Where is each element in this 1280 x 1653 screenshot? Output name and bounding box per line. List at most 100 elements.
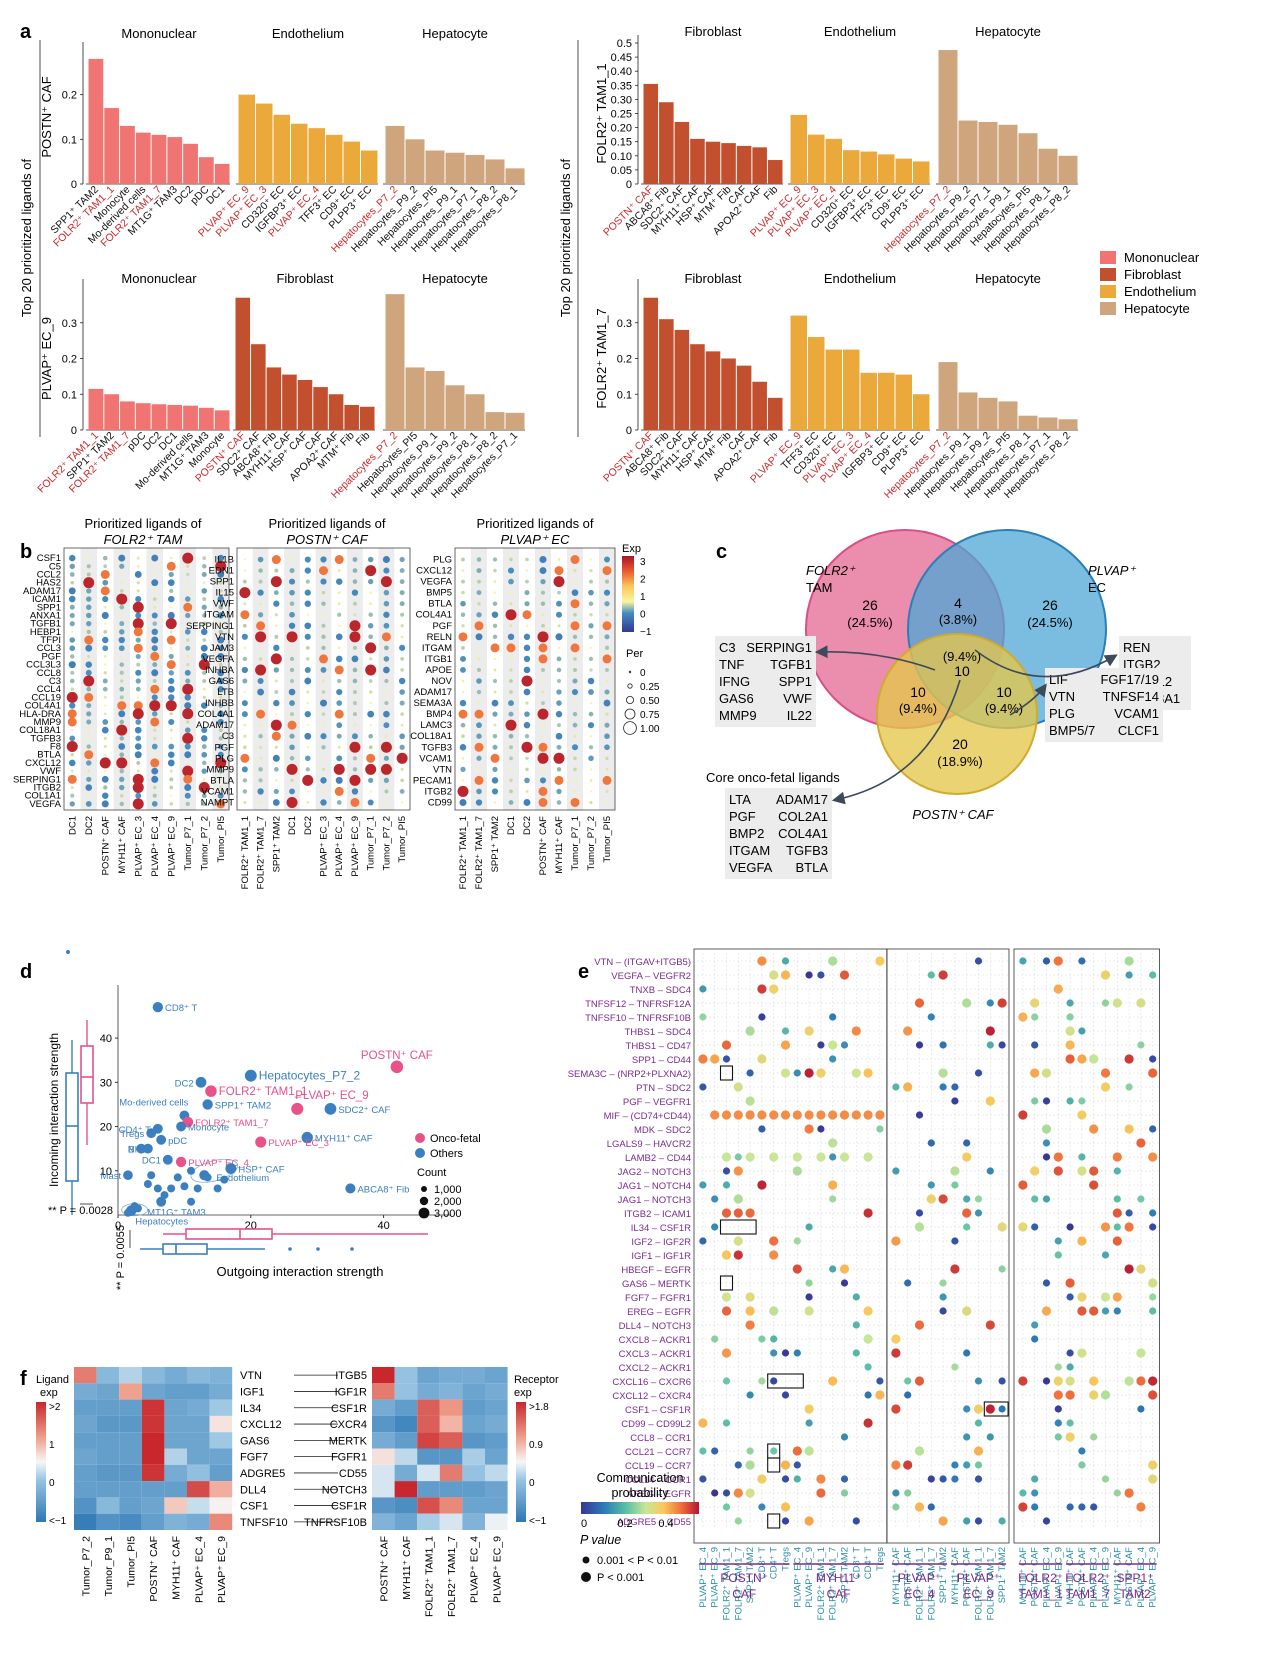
row-label: ADAM17 [23,586,61,597]
dot [365,642,377,654]
dot [509,679,513,683]
row-label: NOV [431,676,452,687]
bar [808,134,825,184]
dot [477,701,481,705]
dot [525,789,529,793]
comm-dot [1030,998,1040,1008]
col-label: SPP1⁺ TAM2 [938,1547,949,1603]
dot [186,662,190,667]
dot [384,701,389,706]
bar [135,403,151,430]
comm-dot [769,984,779,994]
heat-cell [209,1415,233,1433]
dot [399,590,405,596]
comm-dot [1113,1489,1121,1497]
row-label: VWF [40,766,61,777]
comm-dot [974,1377,983,1385]
comm-dot [1100,970,1111,980]
dot [102,678,108,684]
row-label: CXCL2 – ACKR1 [619,1363,691,1374]
dotplot-frame [236,547,411,811]
dot [477,601,481,606]
col-label: FOLR2⁺ TAM1_1 [974,1547,985,1620]
comm-dot [829,1153,837,1161]
dot [217,554,225,562]
dot [242,678,248,684]
point-label: PLVAP⁺ EC_9 [295,1090,368,1102]
dot [87,556,90,560]
dot [186,572,190,577]
comm-dot [781,1391,790,1399]
col-label: PLVAP⁺ EC_4 [469,1536,481,1603]
col-label: POSTN⁺ CAF [1077,1547,1088,1607]
dot [69,604,75,610]
dot [290,778,294,783]
comm-dot [1101,1251,1110,1259]
col-label: SPP1⁺ TAM2 [997,1547,1008,1603]
receptor-name: FGFR1 [331,1452,367,1464]
comm-dot [1053,1390,1063,1400]
col-label: DC2 [84,816,95,835]
row-label: ITGB1 [425,654,452,665]
dot [258,568,263,573]
comm-dot [951,1237,959,1245]
dot [461,569,465,572]
col-label: Tumor_PI5 [126,1536,138,1588]
dot [399,556,405,563]
dot [69,702,76,709]
comm-dot [1066,1097,1074,1105]
dot [492,634,498,640]
heat-cell [141,1481,165,1498]
dot [259,701,262,705]
comm-dot [757,1180,767,1190]
dot [321,590,326,595]
dot [202,556,207,560]
dot [461,645,465,650]
dot [202,687,206,691]
row-label: C5 [49,561,61,572]
dot [201,744,207,749]
dot [136,769,140,773]
dot [102,645,109,652]
dot [153,753,156,756]
comm-dot [914,1320,925,1330]
row-label: COL18A1 [410,731,452,742]
col-label: PLVAP⁺ EC_4 [1042,1547,1053,1608]
dot [509,756,513,761]
comm-dot [1031,1321,1039,1329]
boxplot-onco-x [185,1228,273,1240]
bar [860,151,877,184]
dot [218,768,224,774]
bar [505,168,525,184]
comm-dot [1042,1279,1051,1287]
dot [589,558,593,561]
prob-colorbar [581,1502,699,1514]
dot [87,737,91,740]
dot [493,723,497,727]
dot [201,727,208,734]
bar [198,407,214,430]
dot [509,745,513,750]
dot [369,701,372,705]
comm-dot [734,1153,742,1161]
dot [492,766,498,772]
row-label: CCL14 – CCR1 [625,1475,691,1486]
dot [274,679,278,683]
row-label: CCL19 – CCR7 [625,1461,691,1472]
dot [556,788,562,795]
row-label: SEMA3C – (NRP2+PLXNA2) [568,1069,691,1080]
receptor-title: Receptor [514,1374,559,1386]
comm-dot [915,1041,924,1049]
comm-dot [721,1040,732,1050]
dot [508,733,514,739]
comm-dot [852,1349,860,1357]
comm-dot [828,1180,838,1190]
dot [588,711,594,717]
dot [201,571,207,578]
col-label: FOLR2⁺ TAM1_1 [915,1547,926,1620]
dot [118,710,126,718]
dot [186,581,189,584]
dot [396,752,408,764]
comm-dot [792,1110,802,1120]
comm-dot [875,1390,885,1400]
